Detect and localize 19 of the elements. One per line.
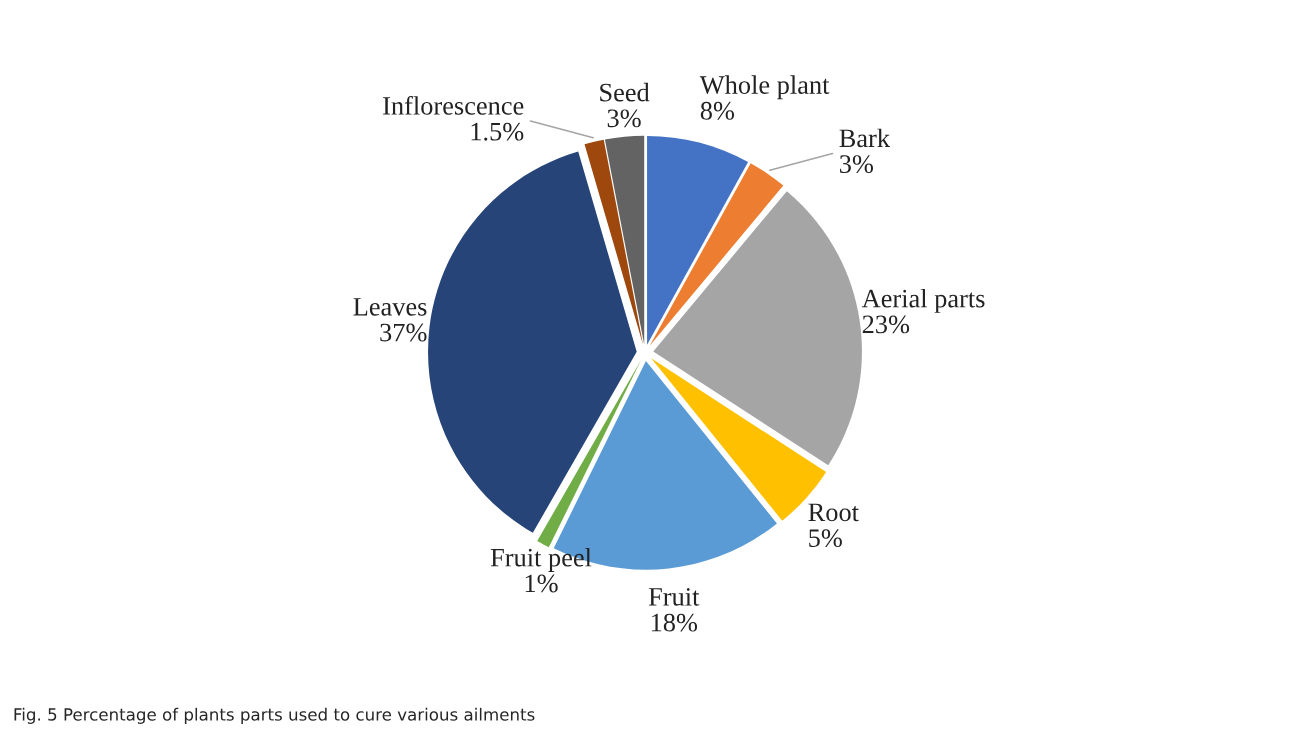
caption: Fig. 5 Percentage of plants parts used to cure various ailments bbox=[14, 707, 535, 724]
data-label: 8% bbox=[700, 101, 735, 120]
data-label: 5% bbox=[809, 529, 842, 548]
data-label: 37% bbox=[380, 323, 427, 342]
data-label: 23% bbox=[862, 315, 910, 334]
data-label: 1% bbox=[525, 574, 558, 593]
data-label: 3% bbox=[607, 109, 641, 128]
slice-label: Bark bbox=[839, 128, 891, 148]
slice-label: Fruit peel bbox=[490, 547, 592, 572]
data-label: 3% bbox=[840, 155, 874, 174]
slice-label: Whole plant bbox=[699, 75, 830, 100]
slice-label: Aerial parts bbox=[861, 288, 985, 313]
slice-label: Leaves bbox=[353, 298, 427, 316]
data-label: 18% bbox=[651, 613, 698, 632]
slice-label: Fruit bbox=[648, 588, 700, 606]
data-label: 1.5% bbox=[471, 122, 524, 141]
slice-label: Root bbox=[808, 503, 859, 522]
slice-label: Inflorescence bbox=[383, 95, 524, 115]
slice-label: Seed bbox=[600, 82, 650, 102]
